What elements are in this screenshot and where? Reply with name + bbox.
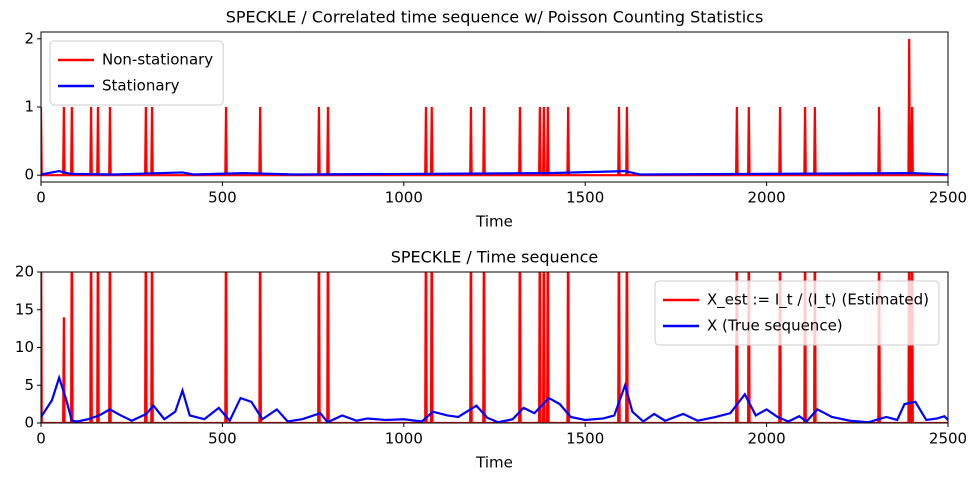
legend-label: X (True sequence) (707, 317, 843, 335)
y-tick-label: 5 (24, 376, 34, 394)
x-tick-label: 2000 (748, 189, 786, 207)
series-line (41, 169, 948, 176)
x-tick-label: 1000 (385, 430, 423, 448)
x-axis-label: Time (475, 213, 513, 231)
y-tick-label: 2 (24, 29, 34, 47)
chart-title: SPECKLE / Correlated time sequence w/ Po… (226, 8, 764, 27)
y-tick-label: 15 (15, 300, 34, 318)
legend-label: Stationary (102, 77, 180, 95)
y-tick-label: 20 (15, 263, 34, 281)
x-tick-label: 500 (208, 189, 237, 207)
x-tick-label: 2500 (929, 189, 967, 207)
y-tick-label: 1 (24, 98, 34, 116)
x-tick-label: 1500 (566, 189, 604, 207)
legend-label: Non-stationary (102, 51, 213, 69)
legend-box (49, 40, 224, 106)
x-tick-label: 1000 (385, 189, 423, 207)
x-tick-label: 0 (36, 430, 46, 448)
legend-box (654, 280, 940, 346)
y-tick-label: 0 (24, 414, 34, 432)
x-tick-label: 2500 (929, 430, 967, 448)
y-tick-label: 10 (15, 338, 34, 356)
x-tick-label: 0 (36, 189, 46, 207)
legend-label: X_est := I_t / ⟨I_t⟩ (Estimated) (707, 291, 929, 310)
x-tick-label: 500 (208, 430, 237, 448)
x-tick-label: 1500 (566, 430, 604, 448)
chart-title: SPECKLE / Time sequence (391, 248, 599, 267)
x-tick-label: 2000 (748, 430, 786, 448)
legend: X_est := I_t / ⟨I_t⟩ (Estimated) X (True … (654, 280, 940, 346)
legend: Non-stationary Stationary (49, 40, 224, 106)
y-tick-label: 0 (24, 166, 34, 184)
series-line (41, 38, 948, 177)
series-line (41, 374, 948, 423)
x-axis-label: Time (475, 454, 513, 472)
